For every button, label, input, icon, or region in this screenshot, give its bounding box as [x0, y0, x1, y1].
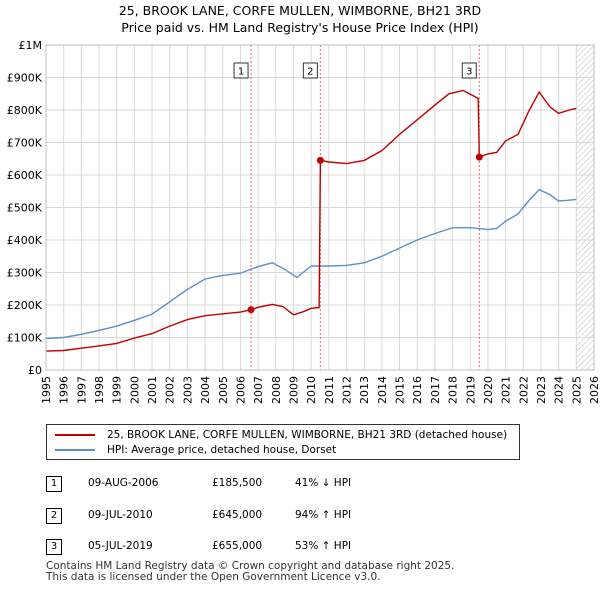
sale-number-box — [233, 62, 249, 79]
x-tick-label: 1995 — [40, 376, 53, 404]
x-tick-label: 2023 — [535, 376, 548, 404]
footer: Contains HM Land Registry data © Crown c… — [46, 561, 454, 583]
transaction-marker: 1 — [46, 476, 62, 492]
footer-copyright: Contains HM Land Registry data © Crown c… — [46, 560, 455, 572]
sale-point — [316, 156, 324, 164]
x-tick-label: 2009 — [287, 376, 300, 404]
x-tick-label: 2017 — [429, 376, 442, 404]
x-tick-label: 2020 — [482, 376, 495, 404]
x-tick-label: 2025 — [570, 376, 583, 404]
property-price-line — [45, 89, 577, 352]
x-tick-label: 2015 — [394, 376, 407, 404]
x-tick-label: 1998 — [93, 376, 106, 404]
sale-number-label: 1 — [238, 67, 244, 78]
transaction-row: 1 09-AUG-2006 £185,500 41% ↓ HPI — [46, 476, 376, 494]
sale-point — [475, 153, 483, 161]
transaction-price: £655,000 — [212, 540, 263, 552]
x-tick-label: 2001 — [146, 376, 159, 404]
x-tick-label: 2007 — [252, 376, 265, 404]
x-tick-label: 2012 — [341, 376, 354, 404]
x-tick-label: 2022 — [517, 376, 530, 404]
x-tick-label: 2021 — [500, 376, 513, 404]
legend-swatch-property — [55, 434, 95, 436]
x-tick-label: 2026 — [588, 376, 600, 404]
sale-point — [247, 306, 255, 314]
y-tick-label: £600K — [7, 169, 43, 182]
y-tick-label: £700K — [7, 137, 43, 150]
x-tick-label: 1999 — [111, 376, 124, 404]
transaction-row: 2 09-JUL-2010 £645,000 94% ↑ HPI — [46, 508, 376, 526]
transaction-date: 09-AUG-2006 — [88, 477, 159, 489]
transaction-price: £185,500 — [212, 477, 263, 489]
hpi-line — [45, 188, 577, 340]
x-tick-label: 2004 — [199, 376, 212, 404]
transaction-marker: 2 — [46, 508, 62, 524]
y-tick-label: £400K — [7, 234, 43, 247]
legend: 25, BROOK LANE, CORFE MULLEN, WIMBORNE, … — [46, 424, 520, 460]
x-tick-label: 2014 — [376, 376, 389, 404]
y-tick-label: £1M — [19, 39, 43, 52]
transaction-price: £645,000 — [212, 509, 263, 521]
plot-border — [45, 44, 595, 371]
x-tick-label: 1997 — [75, 376, 88, 404]
transaction-hpi-delta: 41% ↓ HPI — [295, 477, 352, 489]
y-tick-label: £0 — [28, 364, 42, 377]
chart-title: 25, BROOK LANE, CORFE MULLEN, WIMBORNE, … — [118, 3, 482, 18]
sale-number-box — [461, 62, 477, 79]
y-tick-label: £100K — [7, 332, 43, 345]
x-tick-label: 2003 — [181, 376, 194, 404]
legend-label-property: 25, BROOK LANE, CORFE MULLEN, WIMBORNE, … — [107, 429, 508, 441]
x-tick-label: 2011 — [323, 376, 336, 404]
sale-number-label: 2 — [307, 67, 313, 78]
x-tick-label: 2002 — [164, 376, 177, 404]
transaction-row: 3 05-JUL-2019 £655,000 53% ↑ HPI — [46, 539, 376, 557]
x-tick-label: 2018 — [447, 376, 460, 404]
transaction-marker: 3 — [46, 539, 62, 555]
y-tick-label: £200K — [7, 299, 43, 312]
transaction-date: 09-JUL-2010 — [88, 509, 153, 521]
sale-number-label: 3 — [466, 67, 472, 78]
x-tick-label: 2000 — [128, 376, 141, 404]
y-tick-label: £900K — [7, 72, 43, 85]
legend-swatch-hpi — [55, 449, 95, 451]
y-tick-label: £300K — [7, 267, 43, 280]
y-tick-label: £500K — [7, 202, 43, 215]
x-tick-label: 2016 — [411, 376, 424, 404]
x-tick-label: 1996 — [58, 376, 71, 404]
sale-number-box — [302, 62, 318, 79]
x-tick-label: 2008 — [270, 376, 283, 404]
x-tick-label: 2010 — [305, 376, 318, 404]
x-tick-label: 2005 — [217, 376, 230, 404]
y-tick-label: £800K — [7, 104, 43, 117]
x-tick-label: 2006 — [234, 376, 247, 404]
x-tick-label: 2013 — [358, 376, 371, 404]
x-tick-label: 2019 — [464, 376, 477, 404]
price-chart: £0 £100K £200K £300K £400K £500K £600K £700K £80… — [7, 39, 600, 404]
transaction-hpi-delta: 94% ↑ HPI — [295, 509, 352, 521]
legend-label-hpi: HPI: Average price, detached house, Dors… — [107, 444, 337, 456]
footer-licence: This data is licensed under the Open Gov… — [46, 571, 381, 583]
chart-subtitle: Price paid vs. HM Land Registry's House … — [121, 20, 479, 35]
x-tick-label: 2024 — [553, 376, 566, 404]
transaction-hpi-delta: 53% ↑ HPI — [295, 540, 352, 552]
transaction-date: 05-JUL-2019 — [88, 540, 153, 552]
